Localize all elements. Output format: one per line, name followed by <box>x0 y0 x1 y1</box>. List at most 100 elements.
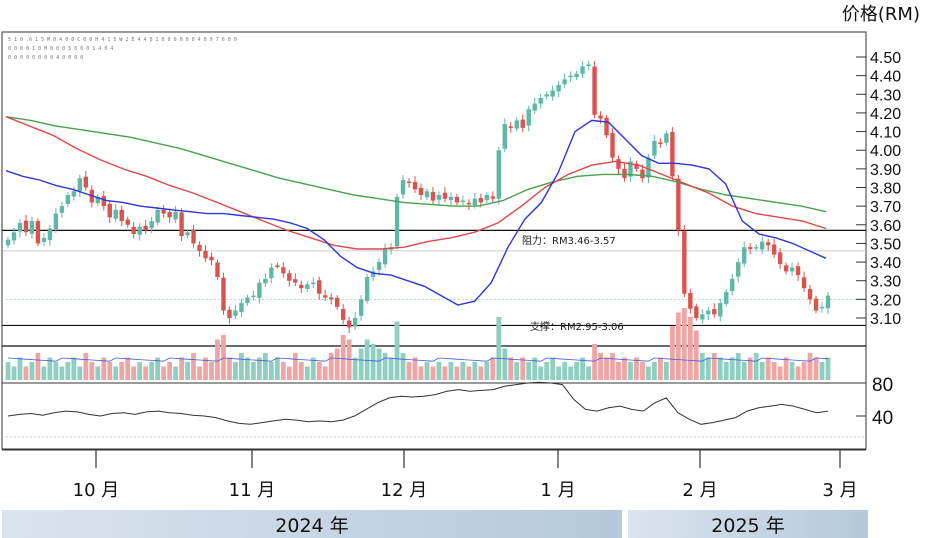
candle-body <box>281 267 286 274</box>
candle-body <box>742 247 747 264</box>
support-label: 支撑：RM2.95-3.06 <box>530 320 624 333</box>
candle-body <box>688 293 693 309</box>
month-label: 12 月 <box>381 480 428 501</box>
volume-bar <box>137 362 143 380</box>
volume-bar <box>771 362 777 380</box>
candle-body <box>311 282 316 285</box>
candle-body <box>358 299 364 316</box>
price-tick-label: 3.30 <box>870 274 901 291</box>
volume-bar <box>430 366 436 380</box>
volume-bar <box>245 357 250 380</box>
candle-body <box>131 227 136 235</box>
indicator-series-line <box>7 381 829 425</box>
candle-body <box>652 140 657 156</box>
volume-bar <box>17 357 23 380</box>
indicator-tick-label: 80 <box>872 375 893 396</box>
candle-body <box>167 212 172 218</box>
volume-bar <box>741 362 747 380</box>
year-band-2025: 2025 年 <box>628 510 868 538</box>
candle-body <box>305 284 310 289</box>
volume-bar <box>574 362 580 380</box>
volume-bar <box>622 357 627 380</box>
volume-bar <box>586 366 591 380</box>
candle-body <box>406 181 412 184</box>
volume-bar <box>687 317 693 380</box>
volume-bar <box>568 366 574 380</box>
volume-bar <box>807 353 813 380</box>
volume-bar <box>562 362 568 380</box>
volume-bar <box>262 353 268 380</box>
volume-bar <box>364 339 370 380</box>
volume-bar <box>11 366 17 380</box>
price-tick-label: 3.80 <box>870 181 901 198</box>
month-label: 2 月 <box>682 480 717 501</box>
candle-body <box>508 126 513 128</box>
volume-bar <box>215 339 220 380</box>
price-unit-label: 价格(RM) <box>842 4 920 25</box>
volume-bar <box>23 366 29 380</box>
candle-body <box>759 241 765 250</box>
volume-bar <box>777 366 783 380</box>
candle-body <box>771 244 777 255</box>
price-tick-label: 3.60 <box>870 218 901 235</box>
candle-body <box>17 222 23 232</box>
volume-bar <box>233 362 238 380</box>
candle-body <box>568 75 573 78</box>
volume-bar <box>646 366 651 380</box>
candle-body <box>807 288 813 300</box>
candle-body <box>753 247 759 249</box>
volume-bar <box>41 366 47 380</box>
volume-bar <box>640 362 645 380</box>
volume-bar <box>502 348 508 380</box>
volume-bar <box>819 362 825 380</box>
candle-body <box>580 66 585 74</box>
candle-body <box>119 209 124 222</box>
candle-body <box>412 181 418 190</box>
volume-bar <box>526 362 532 380</box>
volume-bar <box>478 366 484 380</box>
volume-bar <box>394 321 400 380</box>
volume-bar <box>328 353 334 380</box>
candle-body <box>233 310 238 316</box>
volume-bar <box>316 362 322 380</box>
candle-body <box>801 277 807 289</box>
candle-body <box>424 191 430 198</box>
candle-body <box>191 230 196 244</box>
candle-body <box>346 320 352 328</box>
volume-bar <box>346 339 352 380</box>
volume-bar <box>352 357 358 380</box>
candle-body <box>574 73 579 78</box>
volume-bars <box>5 308 831 380</box>
volume-bar <box>556 366 562 380</box>
volume-bar <box>376 348 382 380</box>
price-tick-label: 4.30 <box>870 87 901 104</box>
volume-bar <box>292 353 298 380</box>
candle-body <box>293 279 298 283</box>
volume-bar <box>185 362 190 380</box>
candle-body <box>53 213 59 230</box>
candle-body <box>514 120 519 129</box>
volume-bar <box>268 362 274 380</box>
volume-bar <box>382 353 388 380</box>
candle-body <box>329 297 334 300</box>
volume-bar <box>652 362 657 380</box>
volume-bar <box>675 312 681 380</box>
candle-body <box>323 295 328 298</box>
candle-body <box>382 249 388 265</box>
candle-body <box>700 314 705 320</box>
volume-bar <box>592 344 597 380</box>
candle-body <box>556 84 561 92</box>
volume-bar <box>735 353 741 380</box>
candle-body <box>35 221 41 244</box>
candle-body <box>640 169 645 179</box>
volume-bar <box>825 357 831 380</box>
volume-bar <box>113 366 119 380</box>
candle-body <box>418 187 424 195</box>
candle-body <box>436 194 442 200</box>
candle-body <box>819 306 825 309</box>
volume-bar <box>484 362 490 380</box>
candle-body <box>736 262 741 277</box>
volume-bar <box>29 362 35 380</box>
price-tick-label: 3.70 <box>870 199 901 216</box>
